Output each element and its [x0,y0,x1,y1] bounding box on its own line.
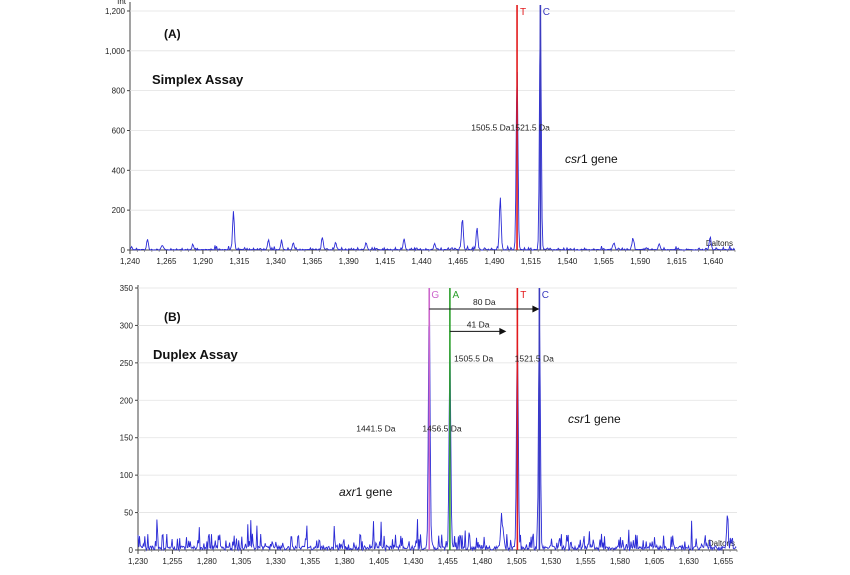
gene-label-2: axr1 gene [339,485,393,499]
x-tick-label: 1,580 [610,557,631,566]
spectrum-trace [129,9,735,252]
x-tick-label: 1,405 [369,557,390,566]
y-tick-label: 200 [120,396,134,405]
panel-label: (A) [164,27,181,41]
panel-b-duplex-chart: 0 50 100 150 200 250 300 350 1,230 1,255 1,280 1,30… [120,284,738,566]
x-tick-label: 1,315 [229,257,250,266]
mass-annotation: 1505.5 Da [454,353,493,363]
mass-annotation: 1456.5 Da [422,424,461,434]
gene-label-2-italic: axr [339,485,357,499]
mass-diff-label: 41 Da [467,319,490,329]
y-tick-label: 1,200 [105,7,126,16]
y-tick-label: 100 [120,471,134,480]
x-tick-label: 1,380 [335,557,356,566]
y-tick-label: 50 [124,509,133,518]
x-tick-label: 1,565 [594,257,615,266]
x-tick-label: 1,515 [521,257,542,266]
x-tick-label: 1,280 [197,557,218,566]
x-tick-label: 1,330 [266,557,287,566]
peak-marker-label: A [453,290,460,301]
x-tick-label: 1,355 [300,557,321,566]
x-tick-label: 1,305 [231,557,252,566]
gene-label: csr1 gene [568,412,621,426]
x-tick-label: 1,655 [713,557,734,566]
gene-label-italic: csr [568,412,585,426]
y-tick-label: 250 [120,359,134,368]
x-tick-label: 1,290 [193,257,214,266]
x-tick-label: 1,365 [302,257,323,266]
x-unit-label: Daltons [706,239,733,248]
x-tick-label: 1,480 [472,557,493,566]
mass-annotation: 1441.5 Da [356,424,395,434]
x-tick-label: 1,455 [438,557,459,566]
gene-label: csr1 gene [565,152,618,166]
panel-a-simplex-chart: 0 200 400 600 800 1,000 1,200 1,240 1,265 1,290 1,… [105,0,736,266]
x-tick-label: 1,615 [667,257,688,266]
x-tick-label: 1,640 [703,257,724,266]
mass-annotation: 1505.5 Da [471,122,510,132]
x-tick-label: 1,340 [266,257,287,266]
x-unit-label: Daltons [708,539,735,548]
assay-title: Duplex Assay [153,347,239,362]
assay-title: Simplex Assay [152,72,244,87]
x-tick-label: 1,490 [484,257,505,266]
x-tick-label: 1,240 [120,257,141,266]
mass-diff-arrowhead [499,327,507,335]
mass-annotation: 1521.5 Da [511,122,550,132]
y-tick-label: 800 [112,87,126,96]
peak-marker-label: T [520,7,526,18]
x-tick-label: 1,530 [541,557,562,566]
x-tick-label: 1,590 [630,257,651,266]
gene-label-italic: csr [565,152,582,166]
x-tick-label: 1,415 [375,257,396,266]
x-tick-label: 1,430 [403,557,424,566]
y-tick-label: 400 [112,166,126,175]
x-tick-label: 1,505 [507,557,528,566]
peak-marker-label: G [431,290,439,301]
x-tick-label: 1,390 [339,257,360,266]
gene-label-rest: 1 gene [584,412,621,426]
x-tick-label: 1,265 [156,257,177,266]
y-tick-label: 350 [120,284,134,293]
y-tick-label: 600 [112,126,126,135]
spectrum-trace [137,311,737,552]
y-tick-label: 200 [112,206,126,215]
mass-diff-arrowhead [532,305,540,313]
panel-label: (B) [164,310,181,324]
y-tick-label: 1,000 [105,47,126,56]
mass-annotation: 1521.5 Da [515,353,554,363]
peak-marker-label: C [543,7,550,18]
y-unit-label: Int [117,0,127,6]
x-tick-label: 1,440 [412,257,433,266]
y-tick-label: 300 [120,321,134,330]
y-tick-label: 0 [121,246,126,255]
y-tick-label: 0 [129,546,134,555]
x-tick-label: 1,555 [576,557,597,566]
mass-diff-label: 80 Da [473,297,496,307]
x-tick-label: 1,230 [128,557,149,566]
y-tick-label: 150 [120,434,134,443]
x-tick-label: 1,465 [448,257,469,266]
peak-marker-label: C [542,290,549,301]
gene-label-2-rest: 1 gene [356,485,393,499]
x-tick-label: 1,630 [679,557,700,566]
x-tick-label: 1,605 [644,557,665,566]
x-tick-label: 1,540 [557,257,578,266]
x-tick-label: 1,255 [162,557,183,566]
gene-label-rest: 1 gene [581,152,618,166]
peak-marker-label: T [520,290,526,301]
